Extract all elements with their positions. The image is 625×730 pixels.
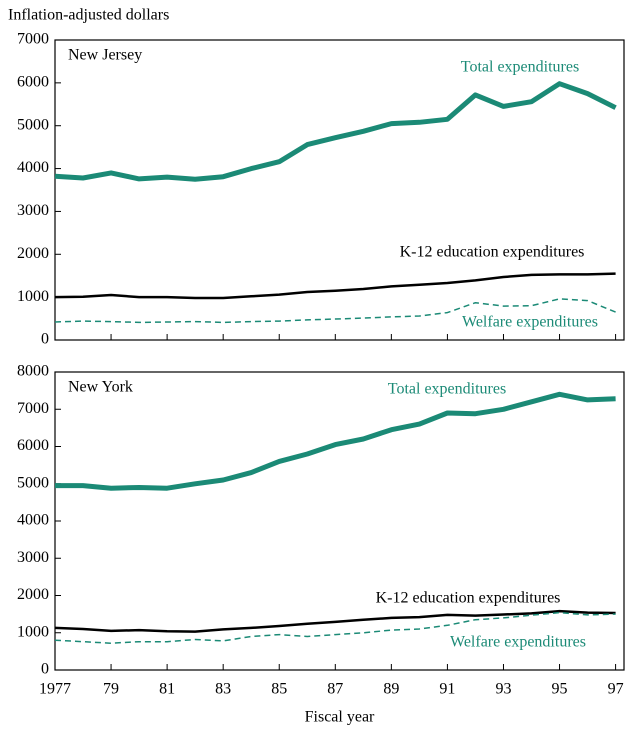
series-label: Total expenditures xyxy=(461,59,579,76)
x-tick-label: 93 xyxy=(495,681,511,698)
y-tick-label: 1000 xyxy=(17,623,49,640)
series-line xyxy=(54,609,616,633)
series-label: Welfare expenditures xyxy=(450,634,586,651)
series-line xyxy=(54,298,616,324)
x-tick-label: 79 xyxy=(103,681,119,698)
x-tick-label: 97 xyxy=(608,681,624,698)
series-label: K-12 education expenditures xyxy=(376,590,561,607)
panel-title: New York xyxy=(68,379,133,396)
y-tick-label: 0 xyxy=(41,331,49,348)
series-label: K-12 education expenditures xyxy=(400,244,585,261)
plot-frame xyxy=(54,39,625,341)
y-tick-label: 4000 xyxy=(17,159,49,176)
x-tick-label: 95 xyxy=(552,681,568,698)
x-axis-label: Fiscal year xyxy=(305,709,375,726)
y-tick-label: 1000 xyxy=(17,288,49,305)
x-tick-label: 91 xyxy=(439,681,455,698)
series-line xyxy=(54,611,616,644)
series-line xyxy=(54,81,617,182)
series-line xyxy=(54,272,616,300)
y-axis-label: Inflation-adjusted dollars xyxy=(8,7,169,24)
y-tick-label: 3000 xyxy=(17,202,49,219)
panel-title: New Jersey xyxy=(68,47,142,64)
x-tick-label: 81 xyxy=(159,681,175,698)
x-tick-label: 83 xyxy=(215,681,231,698)
x-tick-label: 1977 xyxy=(39,681,71,698)
x-tick-label: 87 xyxy=(327,681,343,698)
y-tick-label: 8000 xyxy=(17,363,49,380)
y-tick-label: 6000 xyxy=(17,74,49,91)
plot-frame xyxy=(54,371,625,671)
y-tick-label: 6000 xyxy=(17,437,49,454)
y-tick-label: 7000 xyxy=(17,400,49,417)
y-tick-label: 5000 xyxy=(17,474,49,491)
y-tick-label: 2000 xyxy=(17,245,49,262)
y-tick-label: 5000 xyxy=(17,116,49,133)
series-label: Welfare expenditures xyxy=(462,314,598,331)
y-tick-label: 3000 xyxy=(17,549,49,566)
y-tick-label: 7000 xyxy=(17,31,49,48)
y-tick-label: 0 xyxy=(41,661,49,678)
y-tick-label: 4000 xyxy=(17,512,49,529)
y-tick-label: 2000 xyxy=(17,586,49,603)
x-tick-label: 85 xyxy=(271,681,287,698)
x-tick-label: 89 xyxy=(383,681,399,698)
series-label: Total expenditures xyxy=(388,381,506,398)
series-line xyxy=(55,391,616,491)
